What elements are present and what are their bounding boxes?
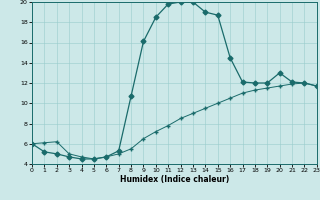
X-axis label: Humidex (Indice chaleur): Humidex (Indice chaleur) [120, 175, 229, 184]
